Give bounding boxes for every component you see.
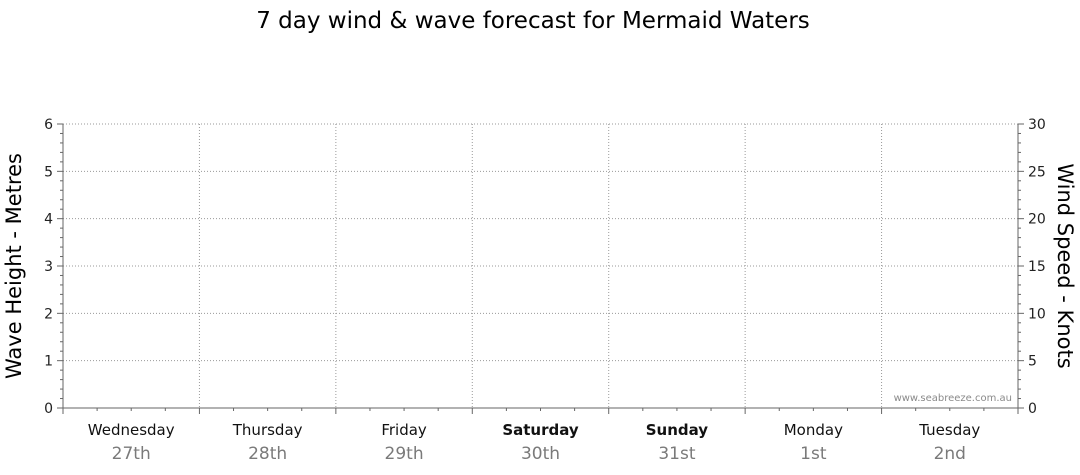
day-date-label: 1st <box>800 444 827 464</box>
right-tick-label: 0 <box>1028 401 1037 417</box>
day-date-label: 29th <box>385 444 424 464</box>
watermark: www.seabreeze.com.au <box>894 393 1012 404</box>
left-tick-label: 0 <box>44 401 53 417</box>
right-tick-label: 20 <box>1028 212 1046 228</box>
left-tick-label: 6 <box>44 117 53 133</box>
day-date-label: 2nd <box>934 444 966 464</box>
day-name-label: Tuesday <box>918 421 980 439</box>
left-tick-label: 3 <box>44 259 53 275</box>
right-axis-ticks: 0 5 10 15 20 25 30 <box>1018 117 1046 417</box>
day-date-label: 28th <box>248 444 287 464</box>
left-tick-label: 1 <box>44 354 53 370</box>
left-tick-label: 2 <box>44 306 53 322</box>
day-date-label: 27th <box>112 444 151 464</box>
right-tick-label: 25 <box>1028 164 1046 180</box>
day-name-label: Monday <box>784 421 843 439</box>
x-axis-day-labels: Wednesday 27th Thursday 28th Friday 29th Satur… <box>62 408 1019 464</box>
day-date-label: 30th <box>521 444 560 464</box>
day-date-label: 31st <box>658 444 695 464</box>
right-tick-label: 10 <box>1028 306 1046 322</box>
plot-grid <box>63 123 1018 408</box>
left-axis-ticks: 0 1 2 3 4 5 6 <box>44 117 63 417</box>
left-tick-label: 4 <box>44 212 53 228</box>
day-name-label: Friday <box>381 421 427 439</box>
right-axis-title: Wind Speed - Knots <box>1053 163 1077 368</box>
chart-title: 7 day wind & wave forecast for Mermaid W… <box>256 8 810 34</box>
left-axis-title: Wave Height - Metres <box>2 153 26 379</box>
right-tick-label: 5 <box>1028 354 1037 370</box>
day-name-label: Thursday <box>232 421 303 439</box>
left-tick-label: 5 <box>44 164 53 180</box>
day-name-label: Wednesday <box>88 421 175 439</box>
right-tick-label: 15 <box>1028 259 1046 275</box>
day-name-label: Saturday <box>502 421 579 439</box>
right-tick-label: 30 <box>1028 117 1046 133</box>
day-name-label: Sunday <box>646 421 709 439</box>
